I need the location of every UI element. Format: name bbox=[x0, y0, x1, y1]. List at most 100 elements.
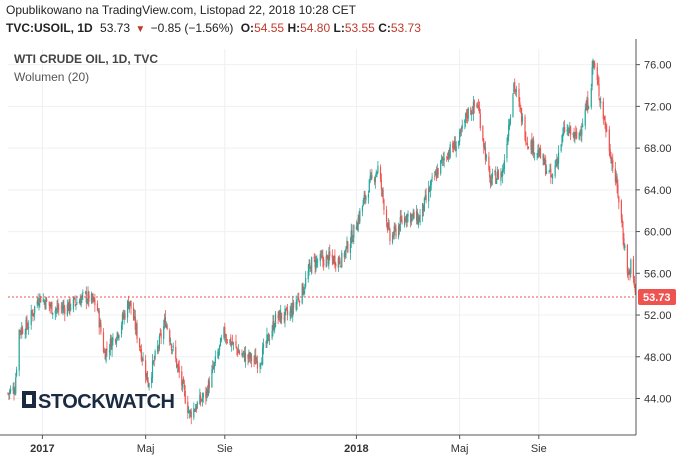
candle-body bbox=[184, 391, 186, 404]
candle-body bbox=[285, 308, 287, 310]
candle-body bbox=[205, 391, 207, 398]
candle-body bbox=[496, 171, 499, 179]
candle-body bbox=[512, 93, 514, 117]
candle-body bbox=[90, 293, 93, 302]
candle-body bbox=[371, 175, 373, 178]
candle-body bbox=[501, 173, 503, 175]
y-tick-label: 64.00 bbox=[644, 185, 672, 197]
candle-body bbox=[158, 335, 161, 349]
candles-layer bbox=[7, 58, 637, 425]
candle-body bbox=[533, 153, 536, 155]
candle-body bbox=[297, 297, 299, 300]
candle-body bbox=[572, 132, 574, 136]
y-tick-label: 60.00 bbox=[644, 227, 672, 239]
candle-body bbox=[393, 226, 395, 236]
candle-body bbox=[30, 310, 32, 326]
candle-body bbox=[364, 193, 366, 200]
candle-body bbox=[114, 339, 117, 343]
candle-body bbox=[551, 176, 553, 177]
candle-body bbox=[31, 312, 33, 314]
candle-body bbox=[60, 306, 62, 308]
candle-body bbox=[213, 362, 216, 368]
candle-body bbox=[238, 351, 241, 354]
candle-body bbox=[16, 369, 18, 376]
candle-body bbox=[602, 101, 604, 119]
candle-body bbox=[465, 113, 467, 121]
candle-body bbox=[520, 107, 522, 110]
candle-body bbox=[273, 320, 275, 330]
candle-body bbox=[121, 314, 124, 325]
candle-body bbox=[218, 351, 220, 353]
y-tick-label: 48.00 bbox=[644, 352, 672, 364]
candle-body bbox=[262, 343, 265, 348]
candle-body bbox=[359, 210, 361, 222]
candle-body bbox=[315, 259, 317, 270]
candle-body bbox=[302, 284, 304, 295]
candle-body bbox=[436, 169, 438, 178]
candle-body bbox=[94, 299, 96, 306]
candle-body bbox=[82, 292, 84, 294]
candle-body bbox=[454, 142, 456, 152]
candle-body bbox=[175, 346, 177, 359]
candle-body bbox=[563, 127, 565, 133]
candle-body bbox=[441, 157, 444, 161]
candle-body bbox=[178, 366, 180, 373]
candle-body bbox=[470, 108, 472, 115]
chart-title: WTI CRUDE OIL, 1D, TVC bbox=[14, 52, 158, 66]
candle-body bbox=[298, 298, 300, 301]
candle-body bbox=[509, 117, 511, 124]
candle-body bbox=[422, 203, 424, 217]
candle-body bbox=[314, 259, 316, 268]
candle-body bbox=[301, 283, 303, 304]
candle-body bbox=[9, 389, 12, 393]
time-axis[interactable]: 2017 Maj Sie 2018 Maj Sie bbox=[0, 434, 636, 455]
candle-body bbox=[280, 312, 283, 320]
candle-body bbox=[320, 255, 322, 257]
x-tick-label: Sie bbox=[531, 443, 547, 455]
candle-body bbox=[497, 170, 499, 180]
symbol-label[interactable]: TVC:USOIL, 1D bbox=[6, 21, 93, 35]
candle-body bbox=[627, 273, 629, 276]
candle-body bbox=[110, 339, 112, 350]
candle-body bbox=[274, 313, 277, 327]
candle-body bbox=[292, 302, 294, 317]
candle-body bbox=[536, 153, 538, 155]
x-tick-label: 2018 bbox=[344, 443, 368, 455]
candle-body bbox=[556, 159, 558, 166]
candle-body bbox=[229, 339, 231, 344]
candle-body bbox=[224, 326, 226, 338]
price-axis[interactable]: 76.00 72.00 68.00 64.00 60.00 56.00 52.00 48.00… bbox=[635, 39, 672, 435]
candle-body bbox=[122, 315, 124, 318]
candle-body bbox=[7, 393, 9, 394]
candle-body bbox=[171, 349, 173, 351]
candle-body bbox=[304, 288, 306, 290]
candle-body bbox=[609, 149, 611, 158]
candle-body bbox=[37, 300, 39, 304]
candle-body bbox=[193, 408, 195, 418]
candle-body bbox=[446, 156, 448, 158]
candle-body bbox=[623, 238, 625, 248]
candle-body bbox=[449, 144, 451, 158]
price-chart[interactable]: 76.00 72.00 68.00 64.00 60.00 56.00 52.00 48.00… bbox=[0, 39, 682, 464]
candle-body bbox=[483, 139, 485, 148]
candle-body bbox=[50, 303, 52, 307]
candle-body bbox=[422, 204, 425, 211]
candle-body bbox=[182, 378, 185, 384]
candle-body bbox=[247, 354, 249, 359]
candle-body bbox=[603, 117, 605, 119]
candle-body bbox=[331, 254, 333, 259]
candle-body bbox=[279, 310, 281, 322]
candle-body bbox=[199, 394, 201, 405]
candle-body bbox=[69, 298, 71, 311]
candle-body bbox=[172, 345, 174, 348]
candle-body bbox=[632, 259, 635, 279]
low-label: L: bbox=[333, 21, 345, 35]
candle-body bbox=[133, 307, 135, 321]
candle-body bbox=[12, 386, 14, 391]
candle-body bbox=[453, 140, 456, 150]
candle-body bbox=[80, 298, 82, 306]
change-text: −0.85 (−1.56%) bbox=[150, 21, 234, 35]
open-value: 54.55 bbox=[254, 21, 285, 35]
candle-body bbox=[307, 271, 309, 280]
candle-body bbox=[554, 165, 556, 177]
